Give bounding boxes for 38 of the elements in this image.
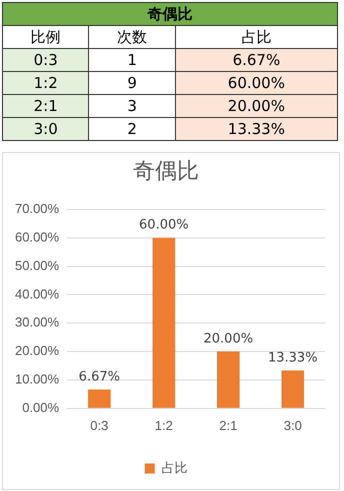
text: 占比 bbox=[175, 26, 338, 48]
text: 20.00% bbox=[203, 331, 254, 346]
bar bbox=[217, 352, 240, 408]
text: 奇偶比 bbox=[2, 2, 338, 26]
y-tick-label: 50.00% bbox=[14, 258, 60, 273]
text: 2:1 bbox=[2, 94, 89, 118]
y-tick-label: 10.00% bbox=[14, 372, 60, 387]
y-tick-label: 40.00% bbox=[14, 286, 60, 302]
bar bbox=[88, 389, 111, 408]
text: 0:3 bbox=[2, 48, 89, 72]
text: 9 bbox=[88, 72, 176, 94]
x-tick-label: 0:3 bbox=[90, 418, 108, 433]
y-tick-label: 20.00% bbox=[14, 343, 60, 358]
y-tick-label: 0.00% bbox=[22, 400, 60, 415]
text: 6.67% bbox=[78, 369, 120, 384]
text: 次数 bbox=[88, 26, 176, 48]
x-tick-label: 1:2 bbox=[154, 418, 173, 433]
text: 1 bbox=[88, 48, 176, 72]
text: 13.33% bbox=[268, 350, 318, 366]
text: 比例 bbox=[2, 26, 89, 48]
text: 6.67% bbox=[175, 48, 338, 72]
text: 20.00% bbox=[175, 94, 338, 118]
legend-label: 占比 bbox=[161, 460, 188, 476]
text: 2 bbox=[88, 118, 176, 140]
bar bbox=[152, 238, 176, 408]
text: 13.33% bbox=[175, 118, 338, 140]
x-tick-label: 3:0 bbox=[284, 418, 302, 433]
y-tick-label: 30.00% bbox=[14, 314, 60, 330]
y-tick-label: 70.00% bbox=[14, 200, 60, 216]
x-tick-label: 2:1 bbox=[219, 418, 238, 433]
text: 60.00% bbox=[139, 218, 189, 233]
chart-title: 奇偶比 bbox=[133, 158, 199, 184]
text: 60.00% bbox=[175, 72, 338, 94]
text: 1:2 bbox=[2, 72, 89, 94]
text: 3:0 bbox=[2, 118, 89, 140]
text: 3 bbox=[88, 94, 176, 118]
bar bbox=[281, 370, 304, 408]
y-tick-label: 60.00% bbox=[14, 229, 60, 244]
